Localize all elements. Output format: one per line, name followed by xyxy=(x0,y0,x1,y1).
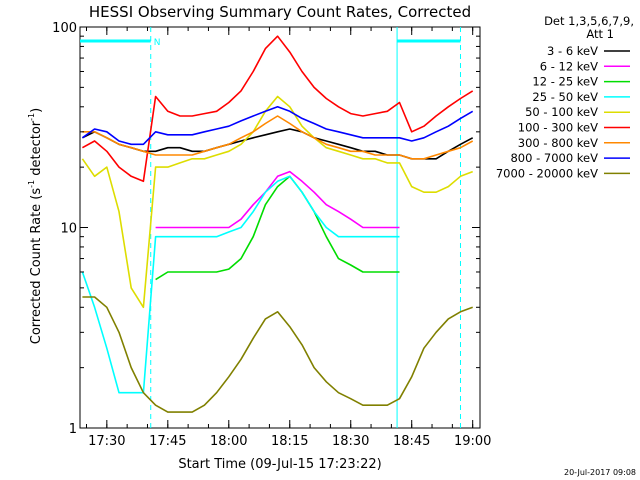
y-axis-label-sup2: -1 xyxy=(27,113,36,121)
y-axis-label: Corrected Count Rate (s-1 detector-1) xyxy=(27,108,44,344)
series-layer xyxy=(81,35,474,413)
y-axis-label-mid: detector xyxy=(29,120,44,180)
y-axis-label-sup1: -1 xyxy=(27,180,36,188)
legend-label-2: 12 - 25 keV xyxy=(532,75,598,89)
y-axis-ticks: 1 10 100 xyxy=(52,21,480,437)
y-axis-label-end: ) xyxy=(29,108,44,113)
series-line-3 xyxy=(81,175,400,394)
x-tick-label-5: 18:45 xyxy=(393,434,430,449)
footer-timestamp: 20-Jul-2017 09:08 xyxy=(564,468,636,477)
y-axis-label-main: Corrected Count Rate (s xyxy=(29,188,44,345)
legend-label-6: 300 - 800 keV xyxy=(518,136,598,150)
legend-label-1: 6 - 12 keV xyxy=(540,59,598,73)
legend-header-line1: Det 1,3,5,6,7,9, xyxy=(544,14,634,28)
y-tick-label-2: 100 xyxy=(52,21,77,36)
legend-label-8: 7000 - 20000 keV xyxy=(496,166,598,180)
series-line-8 xyxy=(82,296,473,413)
legend-label-0: 3 - 6 keV xyxy=(547,44,598,58)
legend-header-line2: Att 1 xyxy=(586,27,614,41)
series-line-1 xyxy=(155,170,400,229)
x-tick-label-1: 17:45 xyxy=(149,434,186,449)
x-tick-label-2: 18:00 xyxy=(210,434,247,449)
plot-frame xyxy=(79,26,481,429)
legend-label-3: 25 - 50 keV xyxy=(532,90,598,104)
series-line-6 xyxy=(82,115,474,160)
x-tick-label-3: 18:15 xyxy=(271,434,308,449)
night-markers: N xyxy=(80,38,461,48)
y-tick-label-0: 1 xyxy=(69,422,77,437)
legend-label-7: 800 - 7000 keV xyxy=(510,151,598,165)
x-axis-ticks: 17:30 17:45 18:00 18:15 18:30 18:45 19:00 xyxy=(86,27,491,449)
night-bar-label-0: N xyxy=(154,38,161,48)
x-axis-label: Start Time (09-Jul-15 17:23:22) xyxy=(178,457,381,472)
legend-label-4: 50 - 100 keV xyxy=(525,105,598,119)
y-tick-label-1: 10 xyxy=(60,222,77,237)
series-line-4 xyxy=(81,95,473,309)
series-line-7 xyxy=(81,106,474,146)
x-tick-label-0: 17:30 xyxy=(88,434,125,449)
chart-title: HESSI Observing Summary Count Rates, Cor… xyxy=(89,3,471,21)
x-tick-label-6: 19:00 xyxy=(454,434,491,449)
series-line-2 xyxy=(155,175,400,281)
x-tick-label-4: 18:30 xyxy=(332,434,369,449)
legend-label-5: 100 - 300 keV xyxy=(518,121,598,135)
